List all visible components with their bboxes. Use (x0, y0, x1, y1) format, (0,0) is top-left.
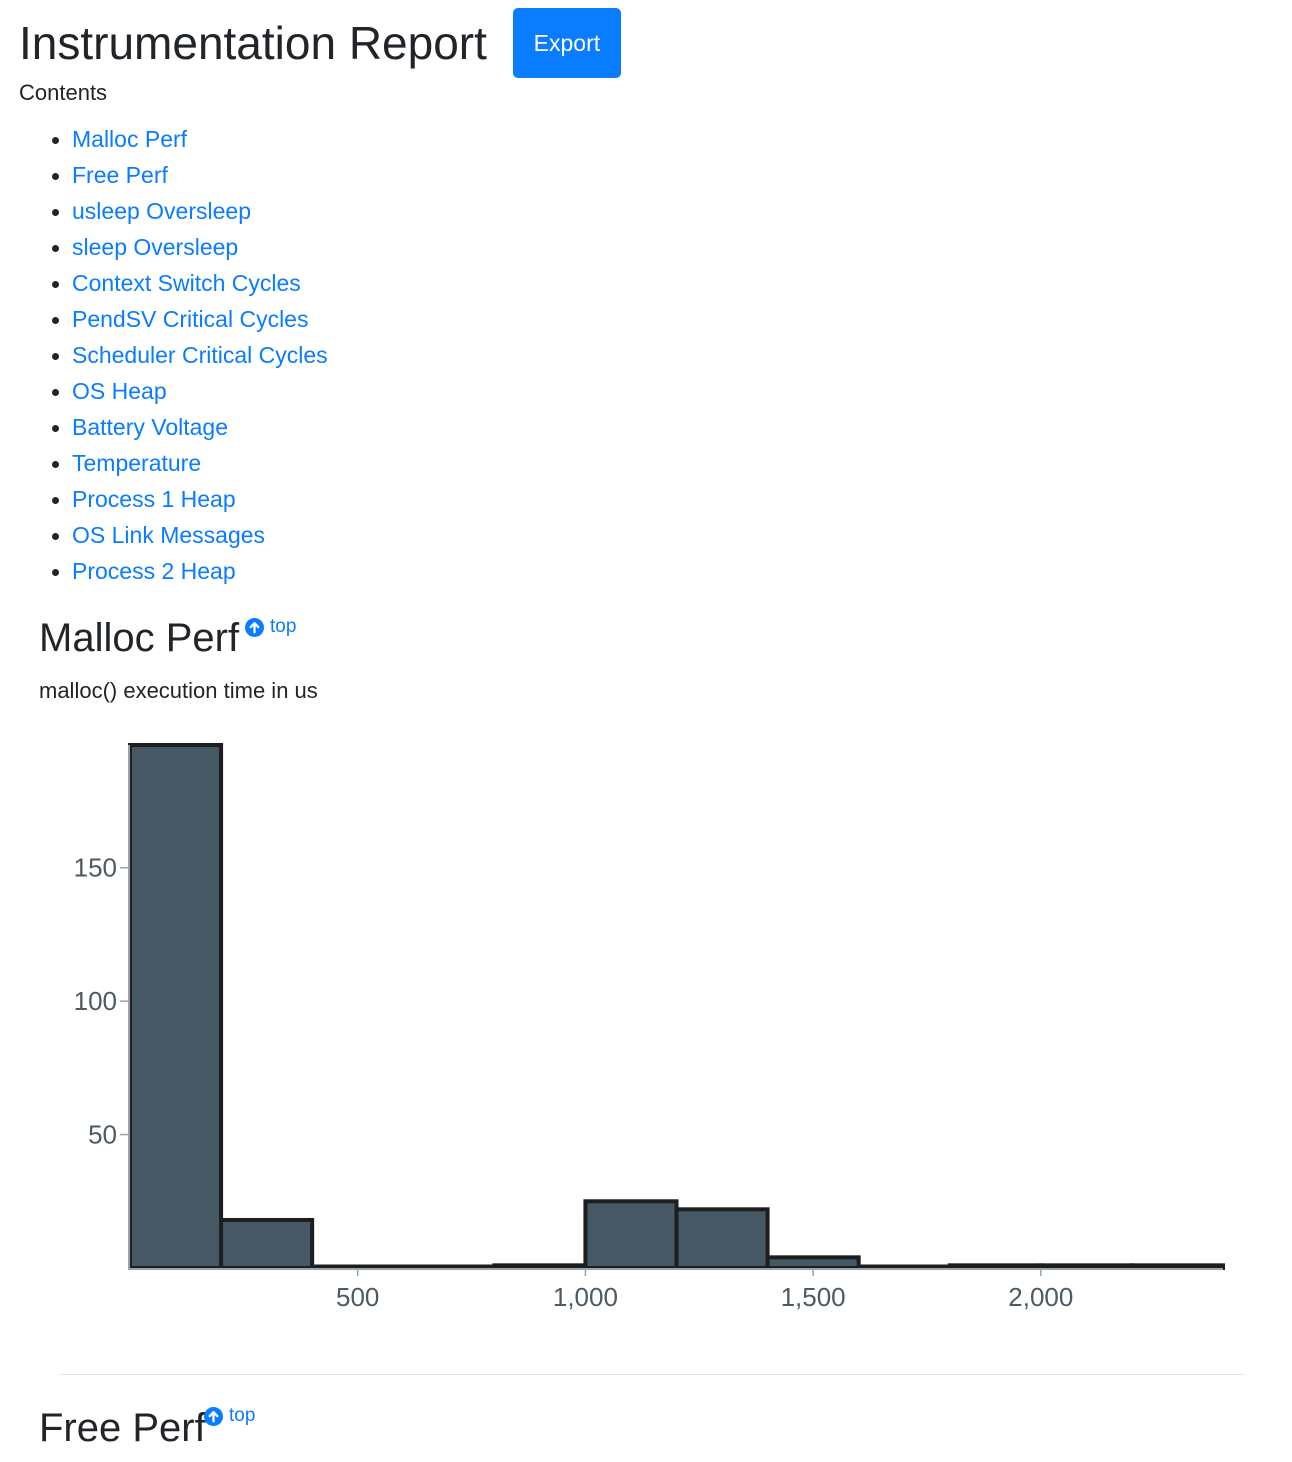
report-header: Instrumentation Report Export (19, 8, 621, 78)
toc-link-pendsv-critical-cycles[interactable]: PendSV Critical Cycles (72, 306, 309, 332)
x-tick-label: 500 (336, 1282, 379, 1312)
y-tick-label: 50 (88, 1120, 117, 1150)
histogram-bar (947, 1263, 1043, 1271)
histogram-bar (1129, 1263, 1225, 1271)
list-item: Process 2 Heap (72, 553, 328, 589)
list-item: Free Perf (72, 157, 328, 193)
histogram-bar (219, 1217, 315, 1270)
x-tick-label: 1,500 (781, 1282, 846, 1312)
toc-link-temperature[interactable]: Temperature (72, 450, 202, 476)
toc-link-scheduler-critical-cycles[interactable]: Scheduler Critical Cycles (72, 342, 328, 368)
section-title-malloc-perf: Malloc Perf (39, 616, 240, 660)
histogram-bar (583, 1199, 679, 1270)
histogram-bar (765, 1255, 861, 1271)
contents-list: Malloc Perf Free Perf usleep Oversleep s… (0, 121, 328, 589)
x-tick-label: 1,000 (553, 1282, 618, 1312)
chart-description: malloc() execution time in us (39, 678, 318, 703)
y-tick-label: 100 (74, 986, 117, 1016)
top-link-label: top (270, 616, 297, 637)
histogram-bar (492, 1263, 588, 1271)
list-item: PendSV Critical Cycles (72, 301, 328, 337)
list-item: Malloc Perf (72, 121, 328, 157)
histogram-bar (128, 743, 224, 1270)
toc-link-malloc-perf[interactable]: Malloc Perf (72, 126, 188, 152)
section-divider (59, 1374, 1245, 1375)
toc-link-free-perf[interactable]: Free Perf (72, 162, 168, 188)
export-button[interactable]: Export (512, 8, 621, 78)
top-link-label: top (229, 1405, 256, 1426)
list-item: Scheduler Critical Cycles (72, 337, 328, 373)
list-item: Temperature (72, 445, 328, 481)
histogram-bar (401, 1264, 497, 1270)
list-item: Context Switch Cycles (72, 265, 328, 301)
toc-link-process-1-heap[interactable]: Process 1 Heap (72, 486, 236, 512)
list-item: OS Link Messages (72, 517, 328, 553)
toc-link-process-2-heap[interactable]: Process 2 Heap (72, 558, 236, 584)
histogram-bar (310, 1264, 406, 1270)
histogram-bar (1038, 1263, 1134, 1271)
list-item: usleep Oversleep (72, 193, 328, 229)
arrow-up-circle-icon (245, 617, 264, 637)
section-title-free-perf: Free Perf (39, 1406, 206, 1450)
y-tick-label: 150 (74, 853, 117, 883)
top-link[interactable]: top (204, 1405, 255, 1427)
toc-link-context-switch-cycles[interactable]: Context Switch Cycles (72, 270, 301, 296)
toc-link-usleep-oversleep[interactable]: usleep Oversleep (72, 198, 251, 224)
top-link[interactable]: top (245, 616, 296, 638)
contents-label: Contents (19, 80, 108, 105)
x-tick-label: 2,000 (1008, 1282, 1073, 1312)
toc-link-os-link-messages[interactable]: OS Link Messages (72, 522, 266, 548)
malloc-perf-histogram: 500 1,000 1,500 2,000 50 100 150 (74, 743, 1225, 1312)
list-item: Battery Voltage (72, 409, 328, 445)
histogram-bar (856, 1264, 952, 1270)
arrow-up-circle-icon (204, 1406, 223, 1426)
list-item: Process 1 Heap (72, 481, 328, 517)
toc-link-os-heap[interactable]: OS Heap (72, 378, 167, 404)
toc-link-sleep-oversleep[interactable]: sleep Oversleep (72, 234, 239, 260)
list-item: OS Heap (72, 373, 328, 409)
list-item: sleep Oversleep (72, 229, 328, 265)
page-title: Instrumentation Report (19, 16, 487, 69)
toc-link-battery-voltage[interactable]: Battery Voltage (72, 414, 228, 440)
histogram-bar (674, 1207, 770, 1270)
